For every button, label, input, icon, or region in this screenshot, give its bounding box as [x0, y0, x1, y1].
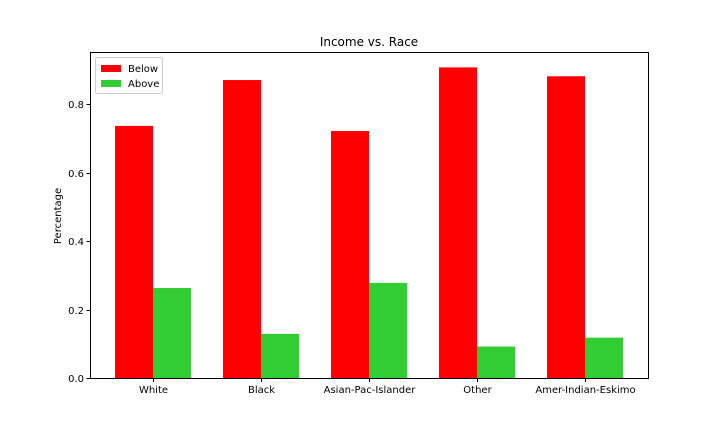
bar-below-white [115, 125, 153, 379]
chart-title: Income vs. Race [320, 35, 418, 49]
bar-below-asian-pac-islander [331, 131, 369, 378]
axes-layer: 0.0 0.2 0.4 0.6 0.8 White Black Asian-Pac-Islan… [68, 52, 649, 396]
bar-below-amer-indian-eskimo [547, 76, 585, 379]
x-tick-label: Asian-Pac-Islander [324, 385, 417, 396]
legend-swatch-above [101, 80, 121, 87]
bar-above-white [153, 288, 191, 378]
x-tick-label: Other [463, 385, 492, 396]
x-tick-label: Amer-Indian-Eskimo [535, 385, 635, 396]
legend-label-above: Above [128, 79, 159, 90]
y-tick-label: 0.6 [68, 169, 84, 180]
y-tick-label: 0.2 [68, 306, 84, 317]
bar-above-other [477, 346, 515, 378]
legend-swatch-below [101, 65, 121, 72]
bar-below-other [439, 67, 477, 378]
legend-label-below: Below [128, 64, 158, 75]
bar-above-black [261, 333, 299, 378]
bar-above-amer-indian-eskimo [585, 337, 623, 378]
bar-above-asian-pac-islander [369, 282, 407, 378]
y-tick-label: 0.8 [68, 100, 84, 111]
y-tick-label: 0.0 [68, 374, 84, 385]
bar-below-black [223, 80, 261, 379]
y-tick-label: 0.4 [68, 237, 84, 248]
x-tick-label: White [139, 385, 168, 396]
bars-layer [115, 67, 623, 379]
y-axis-label: Percentage [53, 188, 64, 244]
legend: Below Above [95, 57, 163, 94]
x-tick-label: Black [248, 385, 275, 396]
